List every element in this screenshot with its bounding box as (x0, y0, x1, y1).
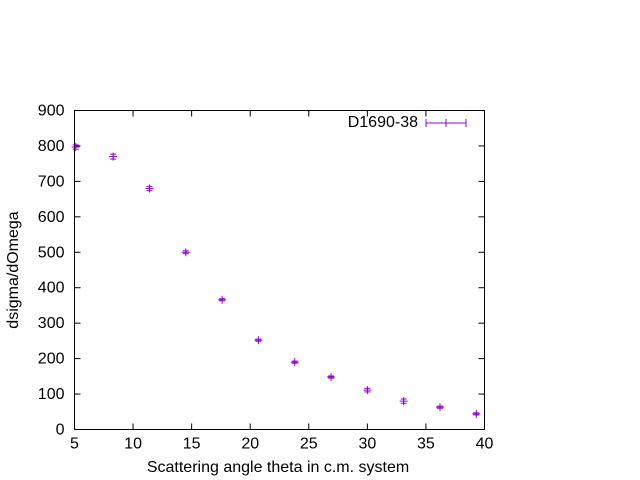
y-tick-labels: 0 100 200 300 400 500 600 700 800 900 (38, 103, 65, 439)
y-axis-title: dsigma/dOmega (5, 211, 22, 328)
x-tick-label: 5 (70, 436, 79, 453)
y-tick-label: 400 (38, 280, 65, 297)
legend: D1690-38 (348, 114, 467, 131)
data-point (399, 397, 408, 406)
x-tick-labels: 5 10 15 20 25 30 35 40 (70, 436, 493, 453)
data-points (71, 143, 481, 418)
y-tick-label: 0 (56, 422, 65, 439)
x-tick-label: 25 (300, 436, 318, 453)
legend-label-d1690-38: D1690-38 (348, 114, 418, 131)
data-point (290, 358, 299, 367)
x-tick-label: 20 (241, 436, 259, 453)
data-point (327, 373, 336, 382)
data-point (435, 403, 444, 412)
x-tick-label: 10 (124, 436, 142, 453)
data-point (218, 295, 227, 304)
data-point (472, 409, 481, 418)
x-tick-label: 35 (417, 436, 435, 453)
axis-ticks (74, 110, 485, 430)
y-tick-label: 200 (38, 351, 65, 368)
x-tick-label: 40 (476, 436, 494, 453)
data-point (145, 184, 154, 193)
y-tick-label: 600 (38, 209, 65, 226)
x-tick-label: 15 (183, 436, 201, 453)
y-tick-label: 800 (38, 138, 65, 155)
data-point (181, 248, 190, 257)
x-tick-label: 30 (358, 436, 376, 453)
y-tick-label: 900 (38, 103, 65, 120)
data-point (71, 143, 80, 152)
data-point (363, 386, 372, 395)
y-tick-label: 300 (38, 315, 65, 332)
x-axis-title: Scattering angle theta in c.m. system (147, 459, 409, 476)
data-point (109, 152, 118, 161)
y-tick-label: 100 (38, 386, 65, 403)
plot-frame (74, 110, 485, 430)
y-tick-label: 700 (38, 173, 65, 190)
y-tick-label: 500 (38, 244, 65, 261)
data-point (254, 336, 263, 345)
